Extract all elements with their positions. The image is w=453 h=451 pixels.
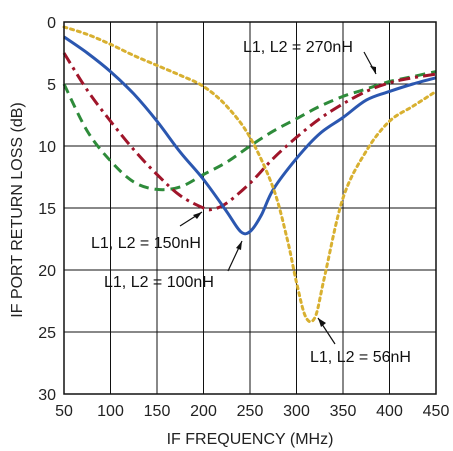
annotation-150-label: L1, L2 = 150nH [91,235,201,252]
x-tick-label: 350 [330,403,357,420]
annotation-56-label: L1, L2 = 56nH [310,349,411,366]
series-line-0 [62,70,437,192]
y-tick-label: 25 [38,325,56,342]
x-tick-label: 400 [376,403,403,420]
x-tick-label: 200 [190,403,217,420]
x-tick-label: 450 [423,403,450,420]
annotation-270: L1, L2 = 270nH [243,39,377,75]
annotation-150-arrowhead [193,212,202,219]
series-line-2 [63,35,437,236]
annotation-270-arrowhead [370,66,376,74]
annotation-100: L1, L2 = 100nH [104,240,243,291]
x-axis-label: IF FREQUENCY (MHz) [167,431,334,448]
annotation-150: L1, L2 = 150nH [91,211,203,252]
y-tick-label: 5 [47,77,56,94]
annotation-270-label: L1, L2 = 270nH [243,39,353,56]
plot-frame [63,21,437,395]
annotation-100-arrowhead [236,241,242,250]
series-line-3 [62,25,438,324]
y-axis-label: IF PORT RETURN LOSS (dB) [9,102,26,317]
grid [63,21,437,395]
annotation-100-label: L1, L2 = 100nH [104,274,214,291]
series-lines [62,25,438,324]
series-line-1 [62,52,437,212]
y-tick-label: 10 [38,139,56,156]
annotation-56: L1, L2 = 56nH [310,317,411,366]
y-tick-label: 0 [47,15,56,32]
y-tick-label: 30 [38,387,56,404]
annotation-56-arrowhead [318,318,326,327]
x-tick-label: 50 [55,403,73,420]
tick-labels: 50 100 150 200 250 300 350 400 450 0 5 10 15 20 25 30 [38,15,449,420]
x-tick-label: 100 [97,403,124,420]
x-tick-label: 300 [283,403,310,420]
x-tick-label: 150 [144,403,171,420]
x-tick-label: 250 [237,403,264,420]
y-tick-label: 15 [38,201,56,218]
y-tick-label: 20 [38,263,56,280]
